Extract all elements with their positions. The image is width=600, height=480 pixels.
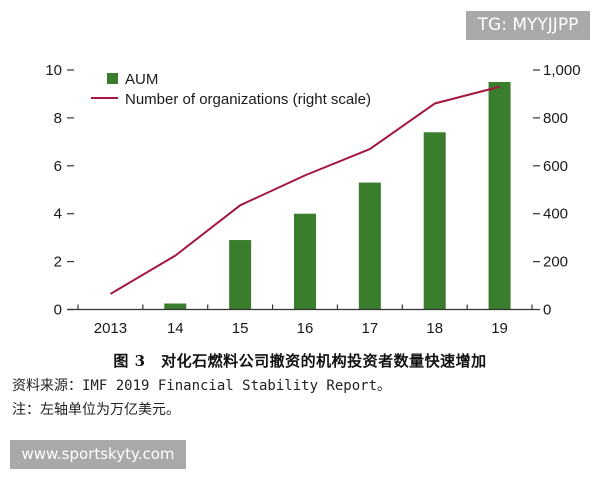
aum-bar — [488, 81, 511, 310]
left-tick-label: 8 — [54, 110, 62, 127]
aum-bar — [164, 303, 187, 310]
source-note: 资料来源：IMF 2019 Financial Stability Report… — [12, 378, 392, 394]
x-tick-label: 18 — [426, 320, 443, 337]
right-axis: 0 200 400 600 800 1,000 — [533, 62, 581, 319]
left-tick-label: 2 — [54, 254, 62, 271]
x-tick-label: 17 — [362, 320, 379, 337]
right-tick-label: 600 — [543, 158, 568, 175]
aum-bar — [358, 182, 381, 310]
combo-chart: 0 2 4 6 8 10 0 200 400 600 800 1,000 2013 14 15 16 17 1… — [45, 62, 581, 337]
legend-aum-swatch — [107, 73, 118, 84]
watermark-top: TG: MYYJJPP — [466, 11, 590, 40]
left-axis: 0 2 4 6 8 10 — [45, 62, 74, 319]
figure-title: 图 3 对化石燃料公司撤资的机构投资者数量快速增加 — [113, 352, 487, 370]
x-tick-label: 2013 — [94, 320, 127, 337]
right-tick-label: 200 — [543, 254, 568, 271]
left-tick-label: 4 — [54, 206, 62, 223]
watermark-bottom: www.sportskyty.com — [10, 440, 186, 469]
right-tick-label: 800 — [543, 110, 568, 127]
aum-bar — [423, 132, 446, 310]
x-tick-label: 14 — [167, 320, 184, 337]
x-tick-label: 15 — [232, 320, 249, 337]
left-tick-label: 0 — [54, 302, 62, 319]
right-tick-label: 400 — [543, 206, 568, 223]
legend-organizations-label: Number of organizations (right scale) — [125, 91, 371, 108]
left-tick-label: 6 — [54, 158, 62, 175]
x-tick-label: 19 — [491, 320, 508, 337]
bars — [99, 81, 511, 310]
org-line — [109, 85, 500, 295]
legend-aum-label: AUM — [125, 71, 158, 88]
aum-bar — [294, 213, 316, 310]
aum-bar — [229, 240, 252, 310]
x-axis: 2013 14 15 16 17 18 19 — [68, 304, 533, 337]
right-tick-label: 1,000 — [543, 62, 581, 79]
organizations-line — [109, 85, 500, 295]
unit-note: 注：左轴单位为万亿美元。 — [12, 402, 180, 418]
x-tick-label: 16 — [297, 320, 314, 337]
right-tick-label: 0 — [543, 302, 551, 319]
left-tick-label: 10 — [45, 62, 62, 79]
legend: AUM Number of organizations (right scale… — [91, 71, 371, 108]
